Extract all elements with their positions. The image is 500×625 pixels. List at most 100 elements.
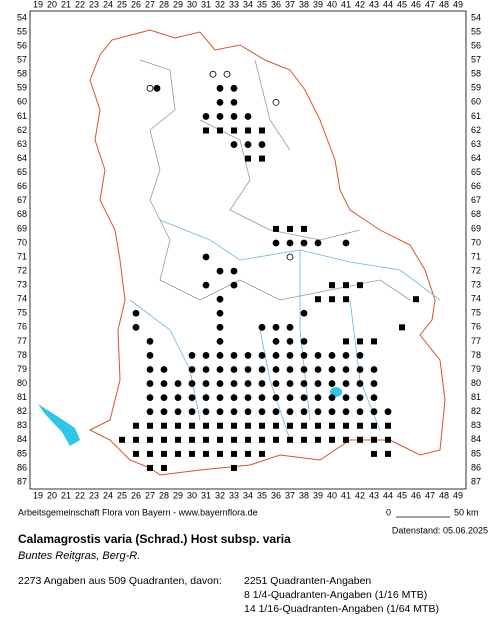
row-label: 65: [17, 167, 27, 177]
column-label: 19: [33, 0, 43, 9]
record-dot: [230, 98, 238, 106]
record-dot: [202, 281, 210, 289]
column-label: 21: [61, 0, 71, 9]
column-label: 45: [397, 490, 407, 500]
record-dot: [356, 380, 364, 387]
record-dot: [188, 408, 196, 416]
column-label: 32: [215, 0, 225, 9]
record-square: [385, 436, 391, 443]
column-label: 43: [369, 0, 379, 9]
record-dot: [272, 352, 280, 359]
record-dot: [300, 352, 308, 359]
record-square: [301, 422, 307, 429]
column-label: 25: [117, 0, 127, 9]
row-label: 70: [471, 237, 481, 247]
column-label: 33: [229, 490, 239, 500]
column-label: 37: [285, 490, 295, 500]
record-dot: [342, 380, 350, 387]
row-label: 86: [17, 462, 27, 472]
row-label: 74: [17, 294, 27, 304]
record-square: [329, 422, 335, 429]
record-square: [301, 436, 307, 443]
row-label: 87: [471, 476, 481, 486]
record-square: [413, 296, 419, 303]
column-label: 32: [215, 490, 225, 500]
row-label: 66: [471, 181, 481, 191]
row-label: 86: [471, 462, 481, 472]
row-label: 83: [471, 420, 481, 430]
column-label: 47: [425, 490, 435, 500]
record-dot: [174, 394, 182, 402]
row-label: 70: [17, 237, 27, 247]
record-dot: [328, 380, 336, 387]
record-dot: [314, 239, 322, 247]
record-dot: [272, 366, 280, 373]
record-dot: [188, 394, 196, 402]
record-square: [343, 296, 349, 303]
record-square: [175, 450, 181, 457]
row-label: 84: [471, 434, 481, 444]
record-square: [245, 127, 251, 134]
row-label: 61: [471, 111, 481, 121]
row-label: 54: [471, 12, 481, 22]
column-label: 27: [145, 0, 155, 9]
column-label: 26: [131, 490, 141, 500]
column-label: 44: [383, 0, 393, 9]
column-label: 39: [313, 490, 323, 500]
row-label: 87: [17, 476, 27, 486]
record-dot: [314, 408, 322, 416]
record-dot: [230, 141, 238, 148]
record-dot: [216, 408, 224, 416]
column-label: 41: [341, 490, 351, 500]
record-dot: [244, 352, 252, 359]
row-label: 54: [17, 12, 27, 22]
record-dot: [146, 352, 154, 359]
record-square: [203, 450, 209, 457]
record-square: [189, 422, 195, 429]
record-square: [161, 464, 167, 471]
record-dot: [342, 352, 350, 359]
record-square: [343, 282, 349, 289]
record-dot: [370, 408, 378, 416]
record-dot: [286, 380, 294, 387]
row-label: 67: [17, 195, 27, 205]
record-square: [385, 422, 391, 429]
column-label: 42: [355, 0, 365, 9]
record-dot: [356, 366, 364, 373]
record-dot: [188, 380, 196, 387]
record-square: [371, 422, 377, 429]
record-square: [231, 127, 237, 134]
record-square: [259, 450, 265, 457]
record-dot: [146, 394, 154, 402]
row-label: 68: [17, 209, 27, 219]
row-label: 80: [471, 378, 481, 388]
column-label: 36: [271, 490, 281, 500]
record-dot: [216, 366, 224, 373]
record-square: [329, 436, 335, 443]
column-label: 28: [159, 0, 169, 9]
record-dot: [314, 366, 322, 373]
record-square: [357, 338, 363, 345]
stats-sixteenth: 14 1/16-Quadranten-Angaben (1/64 MTB): [244, 603, 439, 615]
record-dot: [272, 337, 280, 345]
record-dot: [272, 323, 280, 331]
record-square: [133, 422, 139, 429]
record-dot: [328, 366, 336, 373]
column-label: 29: [173, 490, 183, 500]
record-square: [245, 436, 251, 443]
record-dot: [328, 408, 336, 416]
record-dot: [244, 408, 252, 416]
record-dot: [300, 309, 308, 317]
record-dot: [244, 113, 252, 120]
column-label: 48: [439, 0, 449, 9]
record-dot: [174, 408, 182, 416]
record-dot: [202, 380, 210, 387]
record-square: [273, 436, 279, 443]
row-label: 55: [471, 26, 481, 36]
row-label: 81: [17, 392, 27, 402]
record-dot: [342, 394, 350, 402]
row-label: 73: [471, 280, 481, 290]
row-label: 63: [17, 139, 27, 149]
column-label: 25: [117, 490, 127, 500]
record-dot: [174, 380, 182, 387]
